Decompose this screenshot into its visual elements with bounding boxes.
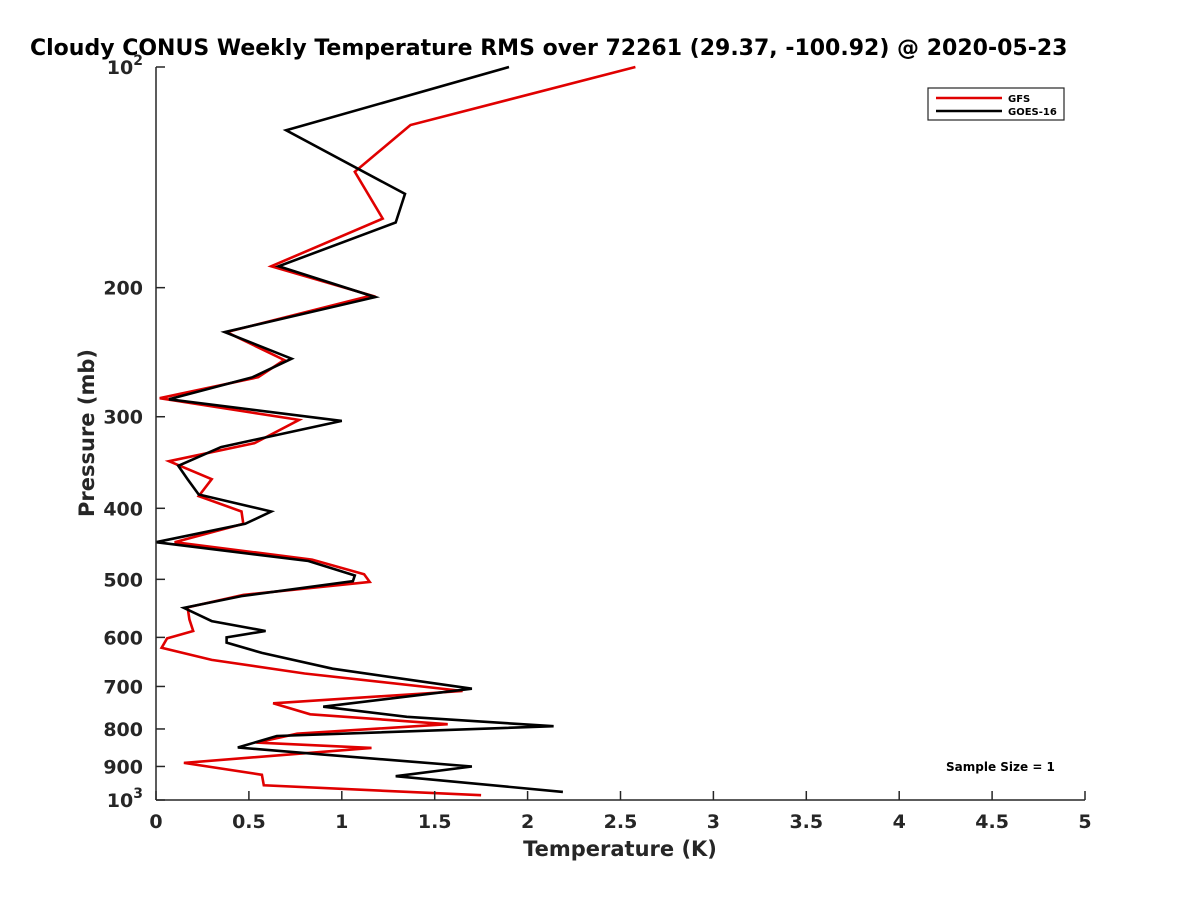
series-line-gfs: [159, 65, 636, 797]
y-tick-label: 300: [103, 407, 143, 429]
y-tick-label: 102: [107, 53, 143, 79]
y-tick-label: 400: [103, 498, 143, 520]
x-tick-label: 4.5: [975, 811, 1009, 833]
x-tick-label: 2.5: [604, 811, 638, 833]
x-tick-label: 0: [149, 811, 162, 833]
x-tick-label: 3: [707, 811, 720, 833]
legend[interactable]: GFS GOES-16: [927, 87, 1065, 121]
chart-title: Cloudy CONUS Weekly Temperature RMS over…: [30, 36, 1067, 61]
x-tick-label: 4: [893, 811, 906, 833]
legend-label-gfs: GFS: [1008, 94, 1030, 105]
x-tick-label: 2: [521, 811, 534, 833]
y-ticks: 102 200 300 400 500 600 700 800 900 103: [103, 53, 165, 812]
y-tick-label: 200: [103, 278, 143, 300]
y-tick-label: 103: [107, 786, 143, 812]
y-axis-label: Pressure (mb): [75, 349, 99, 517]
x-tick-label: 1.5: [418, 811, 452, 833]
x-tick-label: 3.5: [789, 811, 823, 833]
y-tick-label: 700: [103, 676, 143, 698]
y-tick-label: 600: [103, 627, 143, 649]
sample-size-annotation: Sample Size = 1: [946, 760, 1055, 774]
x-tick-label: 5: [1078, 811, 1091, 833]
x-axis-label: Temperature (K): [523, 837, 717, 861]
y-tick-label: 800: [103, 719, 143, 741]
x-tick-label: 0.5: [232, 811, 266, 833]
series-line-goes-16: [155, 65, 564, 794]
y-tick-label: 900: [103, 756, 143, 778]
legend-box: [927, 87, 1065, 121]
legend-label-goes-16: GOES-16: [1008, 107, 1057, 118]
x-ticks: 0 0.5 1 1.5 2 2.5 3 3.5 4 4.5 5: [149, 791, 1092, 833]
legend-items: GFS GOES-16: [936, 94, 1057, 118]
x-tick-label: 1: [335, 811, 348, 833]
series-layer: [155, 65, 636, 797]
y-tick-label: 500: [103, 569, 143, 591]
